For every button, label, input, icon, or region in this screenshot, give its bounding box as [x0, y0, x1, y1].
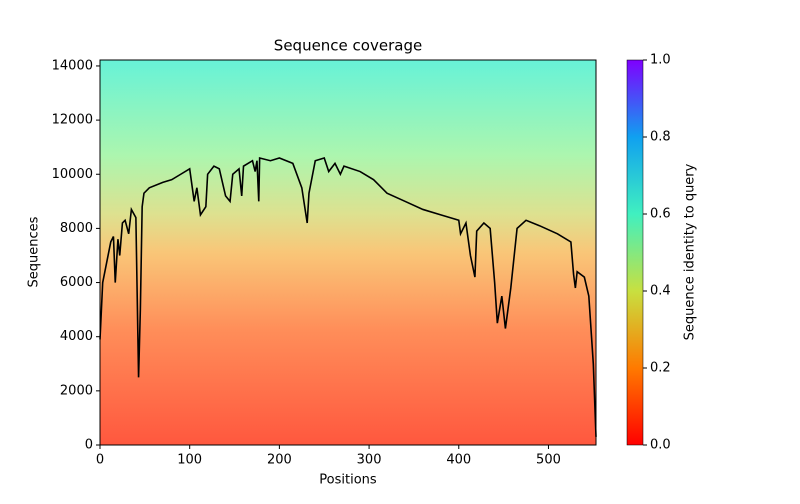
x-tick-label: 100	[177, 453, 202, 468]
y-tick-label: 14000	[52, 58, 93, 73]
y-tick-label: 6000	[60, 275, 93, 290]
y-tick-label: 8000	[60, 221, 93, 236]
x-tick-label: 0	[96, 453, 104, 468]
colorbar-tick-label: 0.8	[650, 130, 671, 145]
x-tick-label: 300	[357, 453, 382, 468]
colorbar-label: Sequence identity to query	[683, 163, 698, 340]
colorbar-tick-label: 0.0	[650, 438, 671, 453]
msa-heatmap	[100, 60, 596, 445]
colorbar-tick-label: 0.4	[650, 284, 671, 299]
y-tick-label: 12000	[52, 113, 93, 128]
y-tick-label: 4000	[60, 329, 93, 344]
plot-frame	[99, 59, 597, 446]
y-axis-label: Sequences	[27, 216, 42, 287]
colorbar-tick-label: 0.6	[650, 207, 671, 222]
x-tick-label: 200	[267, 453, 292, 468]
x-axis-label: Positions	[319, 473, 377, 488]
x-tick-label: 400	[446, 453, 471, 468]
colorbar-tick-label: 1.0	[650, 53, 671, 68]
chart-title: Sequence coverage	[274, 37, 422, 55]
x-tick-label: 500	[536, 453, 561, 468]
y-tick-label: 0	[85, 438, 93, 453]
y-tick-label: 2000	[60, 383, 93, 398]
colorbar	[626, 59, 644, 446]
y-tick-label: 10000	[52, 167, 93, 182]
coverage-line	[99, 156, 597, 437]
colorbar-tick-label: 0.2	[650, 361, 671, 376]
